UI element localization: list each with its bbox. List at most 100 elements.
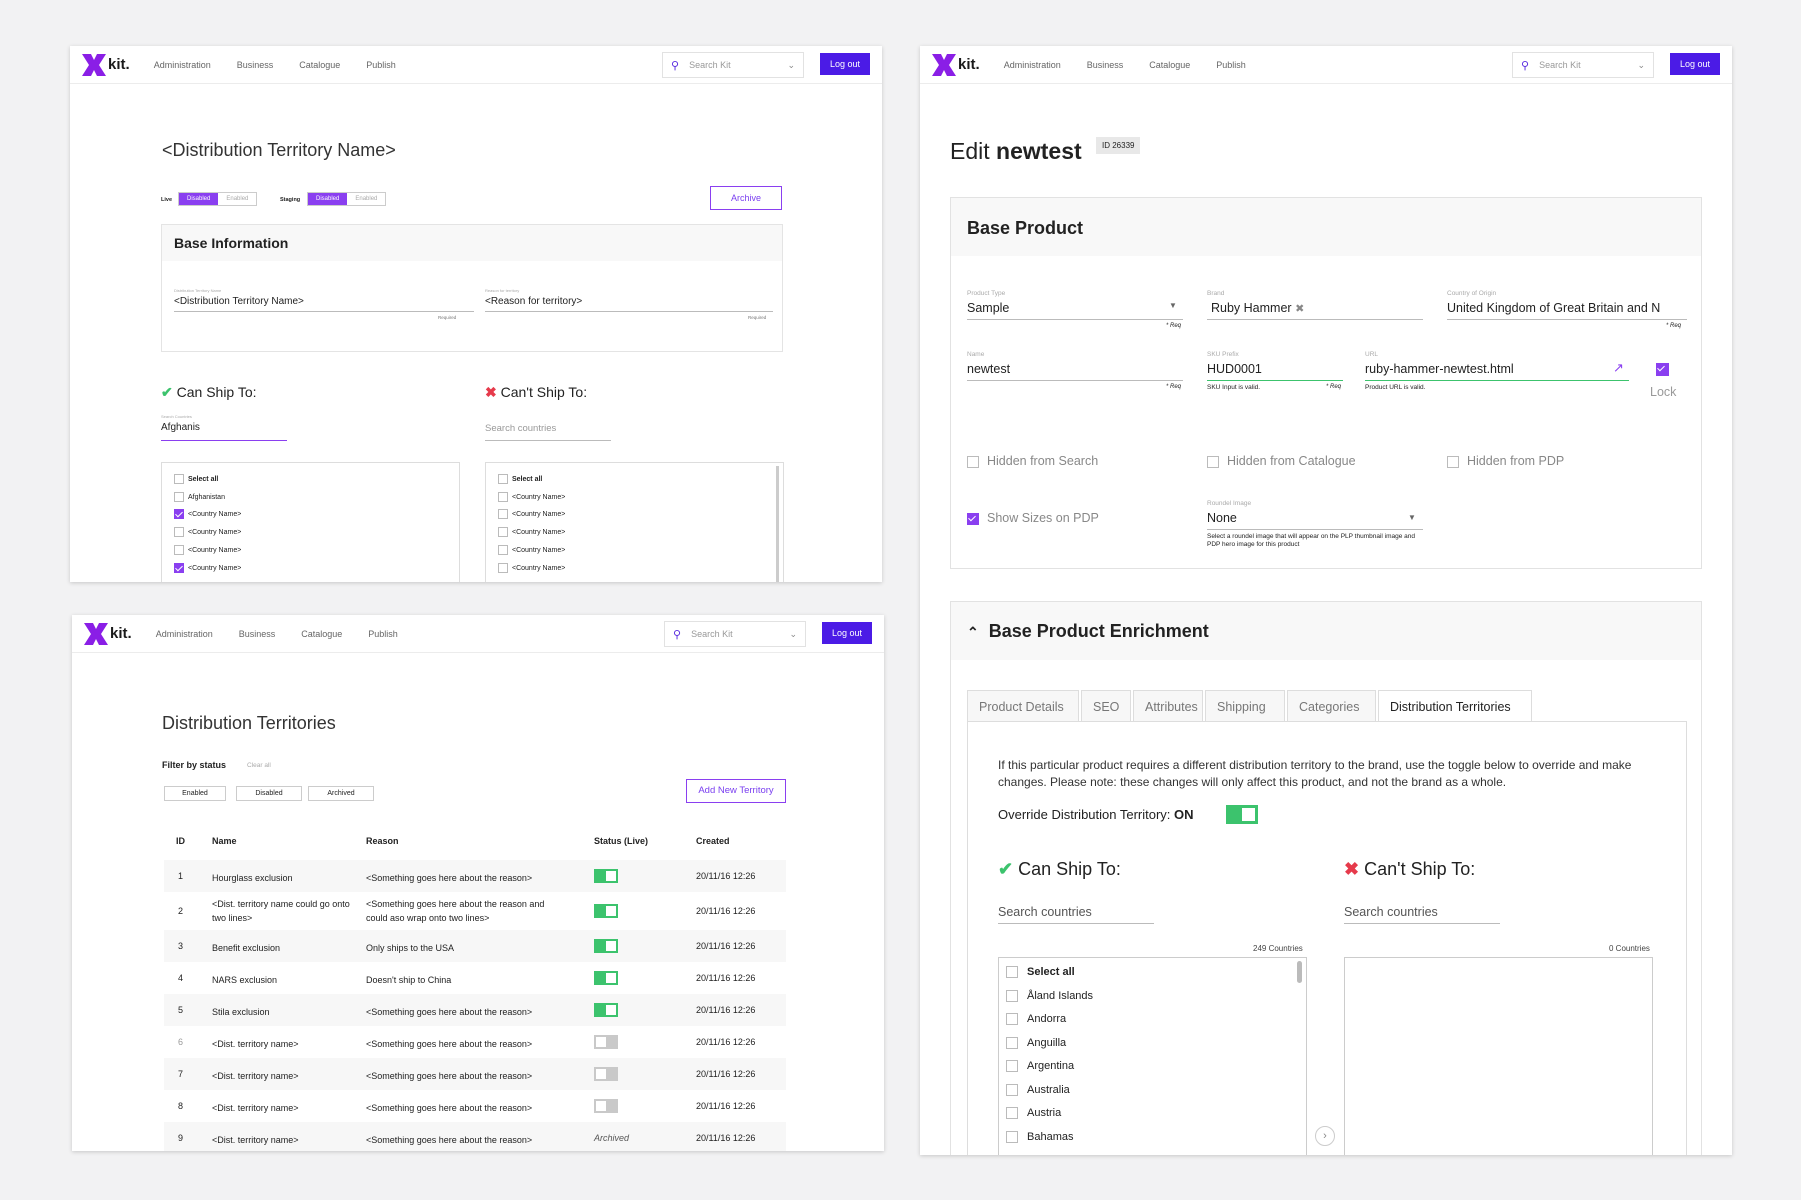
list-item[interactable]: <Country Name> (174, 544, 241, 555)
chevron-up-icon[interactable]: ⌃ (967, 624, 979, 640)
list-item[interactable]: <Country Name> (498, 562, 565, 573)
live-toggle[interactable]: Disabled Enabled (178, 192, 258, 206)
hidden-from-pdp-checkbox[interactable]: Hidden from PDP (1447, 454, 1564, 468)
logout-button[interactable]: Log out (1669, 53, 1720, 75)
cell-name[interactable]: <Dist. territory name> (212, 1135, 299, 1145)
nav-business[interactable]: Business (1086, 59, 1124, 70)
nav-administration[interactable]: Administration (155, 628, 213, 639)
hidden-from-catalogue-checkbox[interactable]: Hidden from Catalogue (1207, 454, 1356, 468)
list-item[interactable]: <Country Name> (498, 491, 565, 502)
external-link-icon[interactable]: ↗ (1613, 360, 1624, 375)
list-item[interactable]: Australia (1006, 1084, 1070, 1096)
status-toggle[interactable] (594, 971, 618, 985)
checkbox-icon[interactable] (498, 474, 508, 484)
search-input[interactable]: ⚲ Search Kit ⌄ (662, 52, 804, 78)
tab-seo[interactable]: SEO (1081, 690, 1131, 721)
tab-categories[interactable]: Categories (1287, 690, 1376, 721)
staging-disabled-option[interactable]: Disabled (308, 193, 348, 205)
kit-logo[interactable]: kit. (82, 53, 130, 76)
list-item[interactable]: <Country Name> (174, 509, 241, 520)
cell-name[interactable]: <Dist. territory name> (212, 1103, 299, 1113)
table-row[interactable]: 9 <Dist. territory name> <Something goes h… (164, 1122, 786, 1151)
list-item[interactable]: Austria (1006, 1107, 1061, 1120)
archive-button[interactable]: Archive (710, 186, 782, 210)
cell-name[interactable]: <Dist. territory name> (212, 1039, 299, 1049)
checkbox-icon[interactable] (498, 491, 508, 502)
nav-administration[interactable]: Administration (153, 59, 211, 70)
nav-business[interactable]: Business (238, 628, 276, 639)
list-item[interactable]: Andorra (1006, 1013, 1066, 1026)
list-item[interactable]: Select all (1006, 966, 1075, 979)
table-row[interactable]: 8 <Dist. territory name> <Something goes h… (164, 1090, 786, 1122)
cell-name[interactable]: <Dist. territory name could go onto two … (212, 899, 350, 923)
checkbox-checked-icon[interactable] (174, 562, 184, 573)
checkbox-icon[interactable] (174, 527, 184, 538)
checkbox-checked-icon[interactable] (174, 509, 184, 520)
filter-archived[interactable]: Archived (308, 786, 374, 801)
nav-catalogue[interactable]: Catalogue (1149, 59, 1191, 70)
cell-name[interactable]: Stila exclusion (212, 1007, 270, 1017)
nav-administration[interactable]: Administration (1003, 59, 1061, 70)
status-toggle[interactable] (594, 939, 618, 953)
checkbox-icon[interactable] (1006, 1060, 1018, 1073)
cant-ship-search[interactable]: Search countries (485, 423, 557, 434)
staging-toggle[interactable]: Disabled Enabled (307, 192, 387, 206)
checkbox-icon[interactable] (1006, 1107, 1018, 1120)
sku-input[interactable]: HUD0001 (1207, 362, 1262, 376)
tab-distribution-territories[interactable]: Distribution Territories (1378, 690, 1532, 722)
kit-logo[interactable]: kit. (932, 53, 980, 76)
show-sizes-checkbox[interactable]: Show Sizes on PDP (967, 511, 1099, 525)
checkbox-icon[interactable] (498, 544, 508, 555)
filter-disabled[interactable]: Disabled (236, 786, 302, 801)
nav-publish[interactable]: Publish (368, 628, 398, 639)
logout-button[interactable]: Log out (819, 53, 870, 75)
move-right-button[interactable]: › (1315, 1126, 1335, 1146)
checkbox-icon[interactable] (1006, 966, 1018, 979)
logout-button[interactable]: Log out (821, 622, 872, 644)
can-ship-search[interactable]: Search countries (998, 905, 1092, 919)
tab-product-details[interactable]: Product Details (967, 690, 1079, 721)
status-toggle[interactable] (594, 869, 618, 883)
list-item[interactable]: Åland Islands (1006, 990, 1093, 1002)
list-item[interactable]: Select all (498, 474, 542, 484)
live-disabled-option[interactable]: Disabled (179, 193, 219, 205)
nav-publish[interactable]: Publish (366, 59, 396, 70)
table-row[interactable]: 7 <Dist. territory name> <Something goes h… (164, 1058, 786, 1090)
country-select[interactable]: United Kingdom of Great Britain and N (1447, 301, 1661, 315)
list-item[interactable]: Select all (174, 474, 218, 484)
checkbox-icon[interactable] (1006, 1083, 1018, 1096)
name-input[interactable]: newtest (967, 362, 1011, 376)
nav-catalogue[interactable]: Catalogue (301, 628, 343, 639)
cell-name[interactable]: NARS exclusion (212, 975, 278, 985)
list-item[interactable]: <Country Name> (498, 509, 565, 520)
nav-business[interactable]: Business (236, 59, 274, 70)
reason-input[interactable]: <Reason for territory> (485, 296, 583, 307)
checkbox-icon[interactable] (498, 562, 508, 573)
checkbox-icon[interactable] (1006, 1013, 1018, 1026)
list-item[interactable]: <Country Name> (498, 544, 565, 555)
clear-all-link[interactable]: Clear all (247, 762, 271, 769)
cell-name[interactable]: Hourglass exclusion (212, 873, 293, 883)
url-input[interactable]: ruby-hammer-newtest.html (1365, 362, 1514, 376)
enrichment-header[interactable]: ⌃ Base Product Enrichment (951, 602, 1701, 660)
live-enabled-option[interactable]: Enabled (226, 196, 249, 202)
status-toggle[interactable] (594, 1035, 618, 1049)
status-toggle[interactable] (594, 1003, 618, 1017)
checkbox-icon[interactable] (498, 509, 508, 520)
cell-name[interactable]: Benefit exclusion (212, 943, 281, 953)
tab-shipping[interactable]: Shipping (1205, 690, 1285, 721)
checkbox-icon[interactable] (1006, 1036, 1018, 1049)
status-toggle[interactable] (594, 904, 618, 918)
cell-name[interactable]: <Dist. territory name> (212, 1071, 299, 1081)
hidden-from-search-checkbox[interactable]: Hidden from Search (967, 454, 1098, 468)
lock-checkbox[interactable] (1656, 361, 1669, 379)
territory-name-input[interactable]: <Distribution Territory Name> (174, 296, 304, 307)
table-row[interactable]: 4 NARS exclusion Doesn't ship to China 20/1… (164, 962, 786, 994)
cant-ship-search[interactable]: Search countries (1344, 905, 1438, 919)
list-item[interactable]: <Country Name> (174, 562, 241, 573)
can-ship-search[interactable]: Afghanis (161, 422, 200, 433)
brand-chip[interactable]: Ruby Hammer ✖ (1211, 301, 1304, 315)
table-row[interactable]: 2 <Dist. territory name could go onto two… (164, 892, 786, 930)
scrollbar-thumb[interactable] (1297, 961, 1302, 983)
roundel-select[interactable]: None (1207, 511, 1237, 525)
